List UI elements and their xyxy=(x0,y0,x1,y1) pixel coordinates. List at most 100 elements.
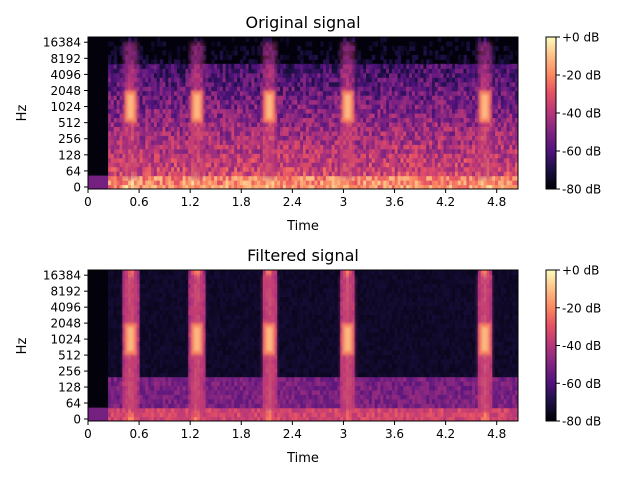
panel-original: Original signal 0 0.6 1.2 1.8 2.4 3 3.6 4.2 4.8 … xyxy=(15,13,601,234)
chart-title: Filtered signal xyxy=(247,246,359,265)
colorbar-tick: -20 dB xyxy=(556,301,601,315)
colorbar-tick-label: +0 dB xyxy=(562,31,599,45)
colorbar-tick-label: -60 dB xyxy=(562,377,601,391)
y-tick-label: 16384 xyxy=(43,269,81,283)
y-tick-label: 4096 xyxy=(50,301,81,315)
x-tick-label: 4.2 xyxy=(436,195,455,209)
colorbar-tick-label: -60 dB xyxy=(562,145,601,159)
y-tick-label: 0 xyxy=(73,413,81,427)
y-axis-label: Hz xyxy=(15,105,30,122)
x-tick-label: 3 xyxy=(340,195,348,209)
spectrogram-cells xyxy=(88,270,518,421)
y-tick: 64 xyxy=(66,397,88,411)
colorbar-tick: -20 dB xyxy=(556,69,601,83)
x-tick: 0.6 xyxy=(130,421,149,441)
x-tick-label: 2.4 xyxy=(283,427,302,441)
event-4 xyxy=(340,42,355,179)
x-tick: 1.2 xyxy=(181,189,200,209)
y-tick: 4096 xyxy=(50,301,88,315)
x-tick-label: 1.8 xyxy=(232,195,251,209)
x-axis: 0 0.6 1.2 1.8 2.4 3 3.6 4.2 4.8 xyxy=(84,421,506,441)
event-4 xyxy=(340,275,355,412)
x-tick-label: 2.4 xyxy=(283,195,302,209)
colorbar-tick-label: -20 dB xyxy=(562,69,601,83)
colorbar-tick: -60 dB xyxy=(556,377,601,391)
x-tick: 2.4 xyxy=(283,421,302,441)
x-tick-label: 3.6 xyxy=(385,427,404,441)
x-tick-label: 4.8 xyxy=(487,195,506,209)
y-tick-label: 256 xyxy=(58,132,81,146)
y-tick-label: 16384 xyxy=(43,36,81,50)
x-tick: 3.6 xyxy=(385,421,404,441)
y-tick: 128 xyxy=(58,381,88,395)
x-tick-label: 0 xyxy=(84,195,92,209)
y-tick: 2048 xyxy=(50,317,88,331)
spectrogram-area xyxy=(88,270,518,421)
y-tick-label: 1024 xyxy=(50,100,81,114)
x-tick-label: 4.2 xyxy=(436,427,455,441)
y-tick: 512 xyxy=(58,349,88,363)
x-tick: 3.6 xyxy=(385,189,404,209)
x-tick: 1.8 xyxy=(232,189,251,209)
x-axis-label: Time xyxy=(286,219,319,234)
colorbar-tick-label: -20 dB xyxy=(562,301,601,315)
x-tick: 0 xyxy=(84,421,92,441)
y-tick-label: 512 xyxy=(58,116,81,130)
y-tick-label: 64 xyxy=(66,397,81,411)
colorbar-tick: -80 dB xyxy=(556,415,601,429)
y-tick: 8192 xyxy=(50,52,88,66)
y-tick-label: 64 xyxy=(66,164,81,178)
colorbar-tick-label: -40 dB xyxy=(562,107,601,121)
y-tick-label: 8192 xyxy=(50,52,81,66)
y-tick: 0 xyxy=(73,413,88,427)
colorbar-tick: +0 dB xyxy=(556,31,599,45)
spectrogram-area xyxy=(88,37,518,189)
y-tick-label: 128 xyxy=(58,381,81,395)
y-tick: 2048 xyxy=(50,84,88,98)
x-tick: 2.4 xyxy=(283,189,302,209)
y-tick: 64 xyxy=(66,164,88,178)
colorbar-ticks: +0 dB -20 dB -40 dB -60 dB -80 dB xyxy=(556,31,601,197)
y-tick: 16384 xyxy=(43,36,88,50)
x-tick: 4.2 xyxy=(436,421,455,441)
x-tick: 1.8 xyxy=(232,421,251,441)
event-1 xyxy=(123,42,138,179)
y-tick: 1024 xyxy=(50,100,88,114)
x-tick-label: 4.8 xyxy=(487,427,506,441)
x-tick-label: 1.8 xyxy=(232,427,251,441)
y-tick-label: 2048 xyxy=(50,84,81,98)
x-tick: 0 xyxy=(84,189,92,209)
chart-title: Original signal xyxy=(245,13,360,32)
y-tick-label: 128 xyxy=(58,148,81,162)
colorbar-gradient xyxy=(545,36,557,190)
panel-filtered: Filtered signal 0 0.6 1.2 1.8 2.4 3 3.6 4.2 4.8 … xyxy=(15,246,601,466)
x-tick-label: 3.6 xyxy=(385,195,404,209)
x-tick-label: 0 xyxy=(84,427,92,441)
y-tick-label: 0 xyxy=(73,181,81,195)
y-tick: 256 xyxy=(58,132,88,146)
x-tick-label: 1.2 xyxy=(181,427,200,441)
y-tick-label: 4096 xyxy=(50,68,81,82)
y-axis: 0 64 128 256 512 1024 2048 4096 8192 16384 xyxy=(43,269,88,427)
axes-frame xyxy=(87,36,519,190)
event-5 xyxy=(477,275,492,412)
x-tick: 4.8 xyxy=(487,421,506,441)
y-tick-label: 8192 xyxy=(50,285,81,299)
colorbar-tick: +0 dB xyxy=(556,264,599,278)
axes-frame xyxy=(87,269,519,422)
y-tick: 8192 xyxy=(50,285,88,299)
y-tick: 128 xyxy=(58,148,88,162)
event-2 xyxy=(189,275,204,412)
y-tick-label: 2048 xyxy=(50,317,81,331)
y-tick: 4096 xyxy=(50,68,88,82)
y-tick: 256 xyxy=(58,365,88,379)
y-axis: 0 64 128 256 512 1024 2048 4096 8192 16384 xyxy=(43,36,88,195)
colorbar-tick: -40 dB xyxy=(556,339,601,353)
x-tick: 0.6 xyxy=(130,189,149,209)
x-tick-label: 0.6 xyxy=(130,195,149,209)
x-axis-label: Time xyxy=(286,451,319,466)
x-tick: 3 xyxy=(340,189,348,209)
y-axis-label: Hz xyxy=(15,338,30,355)
colorbar-tick: -60 dB xyxy=(556,145,601,159)
